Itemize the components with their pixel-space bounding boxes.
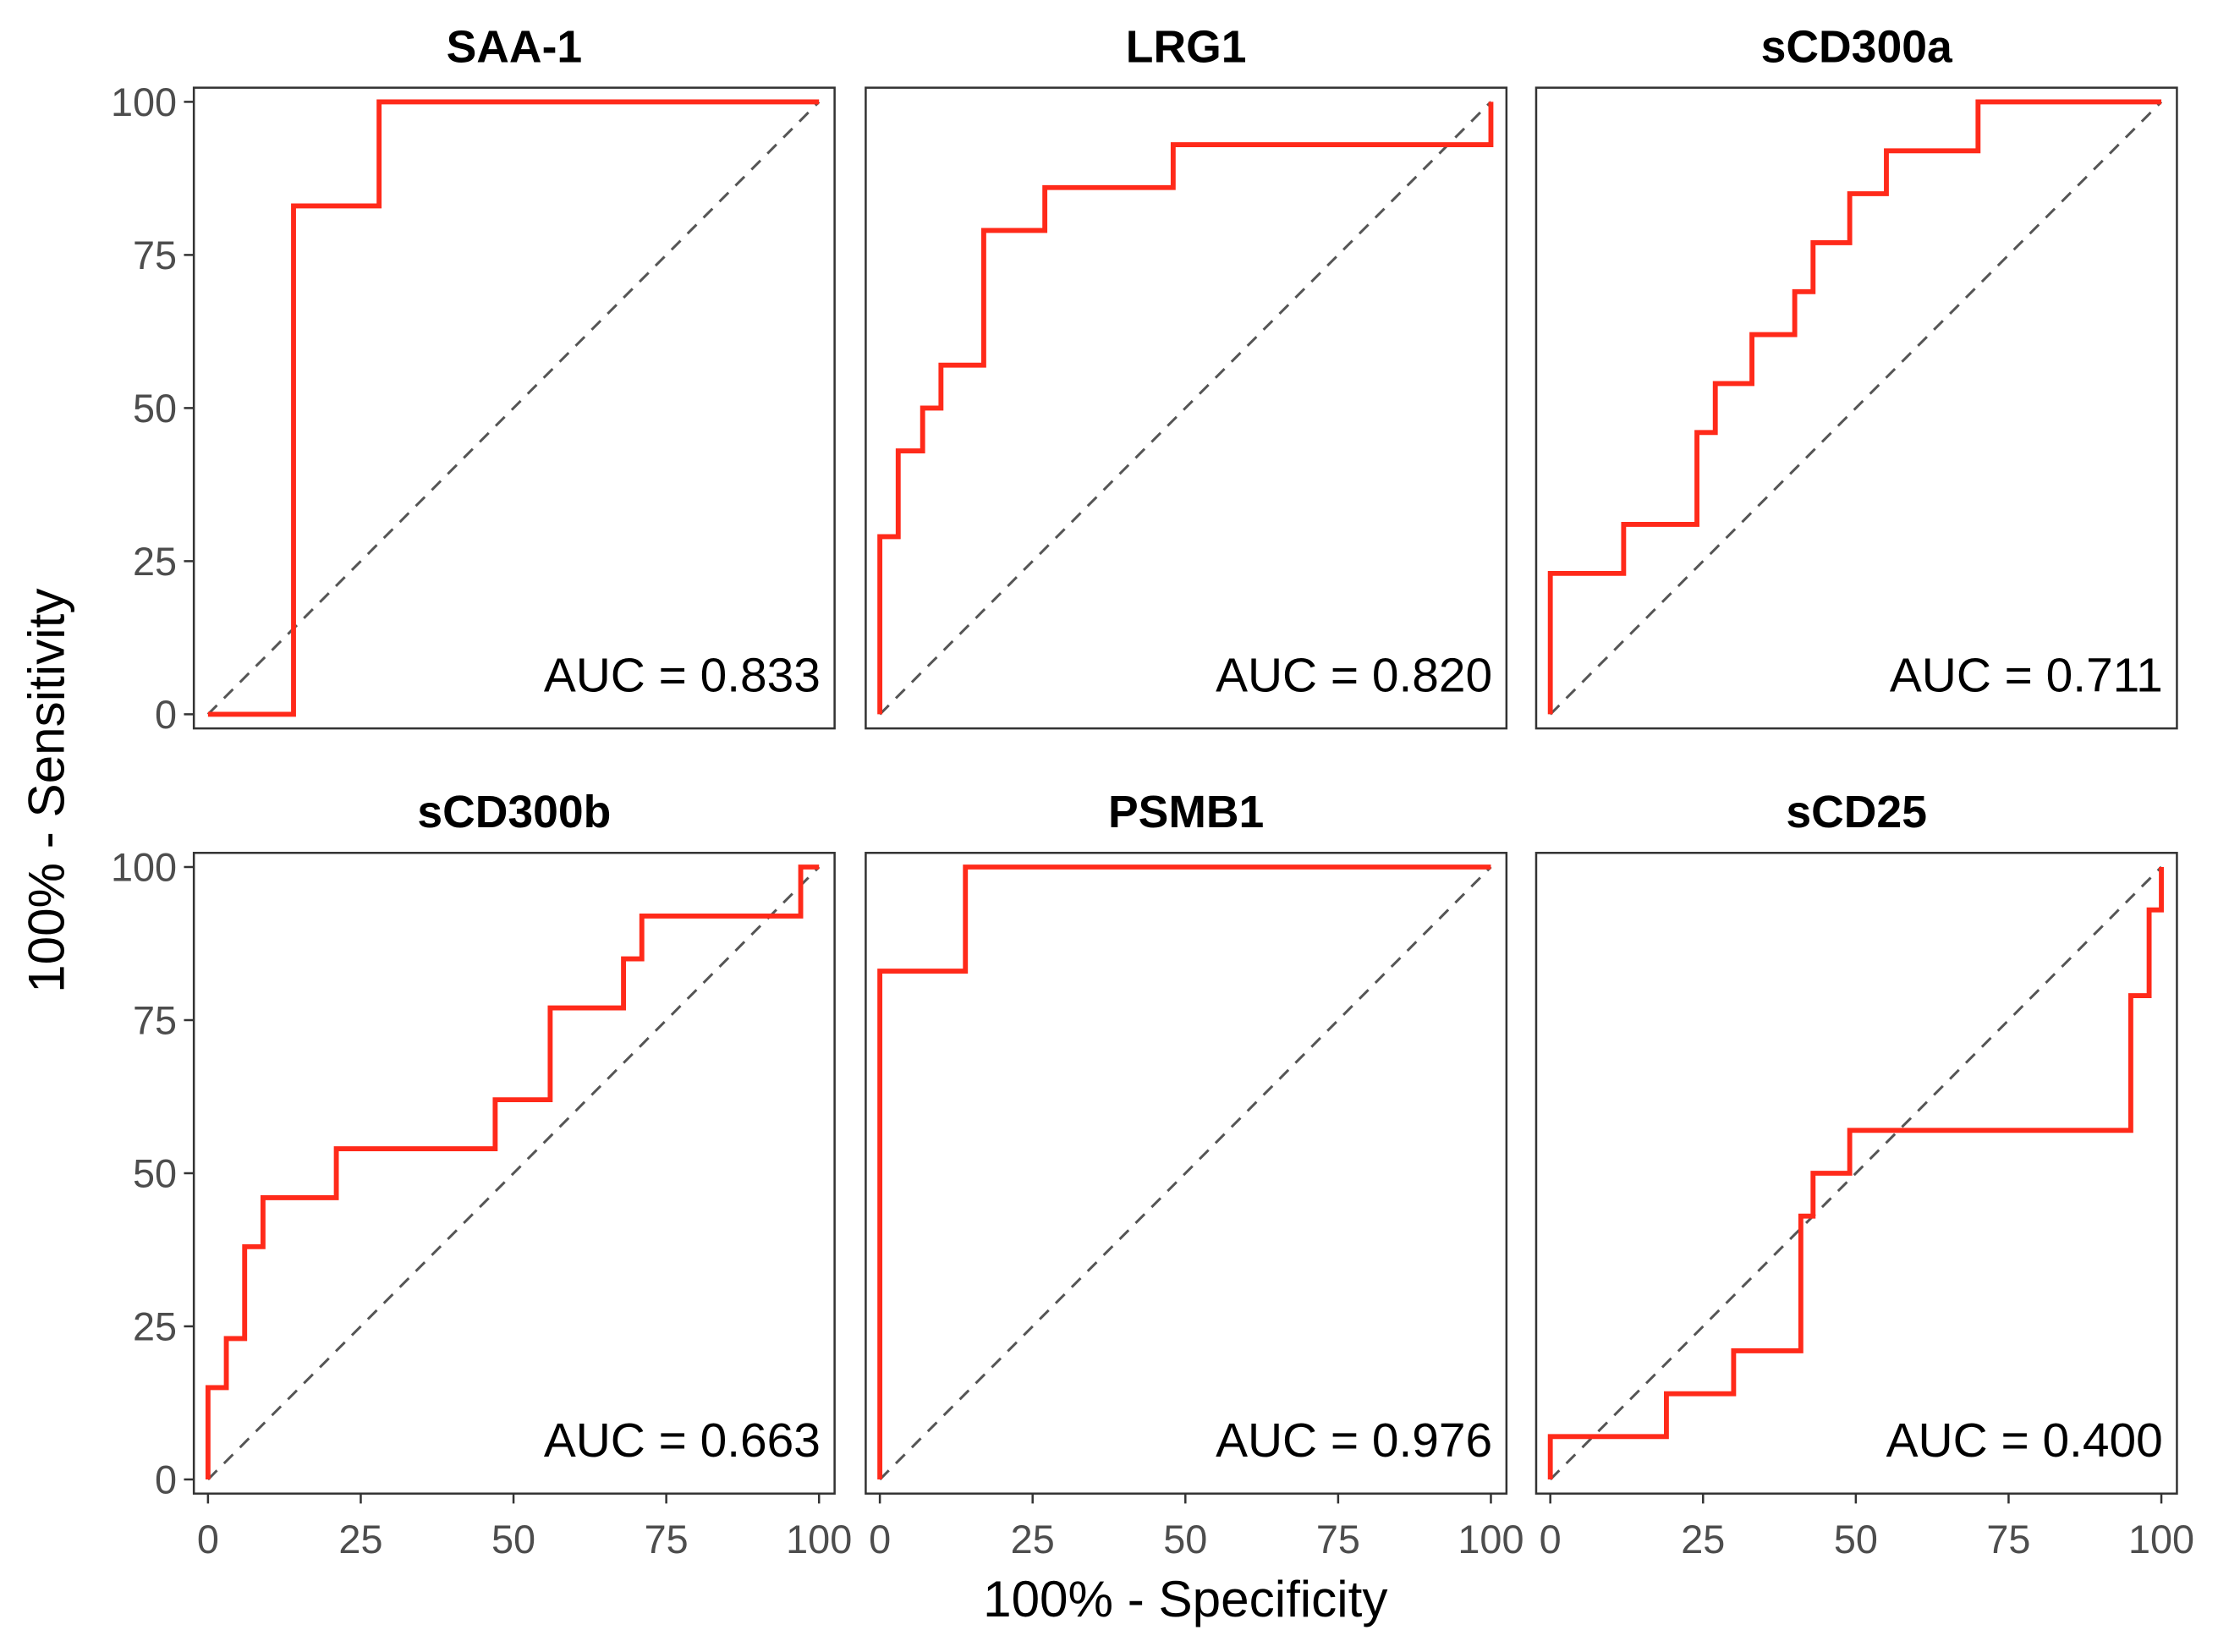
y-tick-label: 100 [111, 846, 177, 890]
roc-curve-line [1547, 866, 2164, 1480]
x-tick-label: 25 [338, 1518, 382, 1561]
panel-title: SAA-1 [447, 23, 583, 73]
x-tick-label: 50 [1163, 1518, 1207, 1561]
diagonal-reference-line [879, 865, 1492, 1481]
x-tick-label: 75 [1316, 1518, 1360, 1561]
panel-title: PSMB1 [1108, 788, 1264, 837]
panel-title: sCD25 [1786, 788, 1927, 837]
x-tick-label: 100 [1458, 1518, 1524, 1561]
y-tick-label: 25 [133, 1305, 177, 1349]
roc-curve-line [877, 102, 1494, 715]
y-tick-label: 75 [133, 999, 177, 1043]
x-tick-label: 100 [2128, 1518, 2194, 1561]
diagonal-reference-line [206, 865, 821, 1481]
x-tick-label: 75 [645, 1518, 689, 1561]
y-tick-label: 50 [133, 1152, 177, 1196]
x-tick-label: 0 [869, 1518, 891, 1561]
diagonal-reference-line [879, 101, 1492, 716]
panel-title: sCD300a [1761, 23, 1953, 73]
panel-title: LRG1 [1126, 23, 1247, 73]
diagonal-reference-line [206, 101, 821, 716]
y-tick-label: 0 [155, 1458, 177, 1502]
x-axis-label: 100% - Specificity [983, 1571, 1387, 1627]
auc-label: AUC = 0.820 [1216, 650, 1492, 703]
roc-curve-line [1547, 99, 2162, 715]
roc-curve-line [207, 99, 820, 717]
x-tick-label: 100 [786, 1518, 852, 1561]
y-tick-label: 25 [133, 540, 177, 584]
y-tick-label: 75 [133, 233, 177, 277]
auc-label: AUC = 0.400 [1886, 1414, 2163, 1468]
y-tick-label: 100 [111, 80, 177, 124]
x-tick-label: 0 [197, 1518, 219, 1561]
x-tick-label: 25 [1681, 1518, 1725, 1561]
diagonal-reference-line [1549, 865, 2163, 1481]
x-tick-label: 50 [491, 1518, 535, 1561]
auc-label: AUC = 0.833 [544, 650, 821, 703]
x-tick-label: 0 [1540, 1518, 1562, 1561]
y-axis-label: 100% - Sensitivity [18, 589, 74, 993]
roc-curve-line [877, 864, 1491, 1480]
y-tick-label: 50 [133, 387, 177, 431]
panel-title: sCD300b [417, 788, 611, 837]
x-tick-label: 50 [1834, 1518, 1878, 1561]
diagonal-reference-line [1549, 101, 2163, 716]
auc-label: AUC = 0.711 [1890, 650, 2163, 703]
auc-label: AUC = 0.663 [544, 1414, 821, 1468]
x-tick-label: 75 [1986, 1518, 2030, 1561]
auc-label: AUC = 0.976 [1216, 1414, 1492, 1468]
x-tick-label: 25 [1011, 1518, 1055, 1561]
y-tick-label: 0 [155, 693, 177, 737]
roc-curve-line [205, 864, 820, 1480]
